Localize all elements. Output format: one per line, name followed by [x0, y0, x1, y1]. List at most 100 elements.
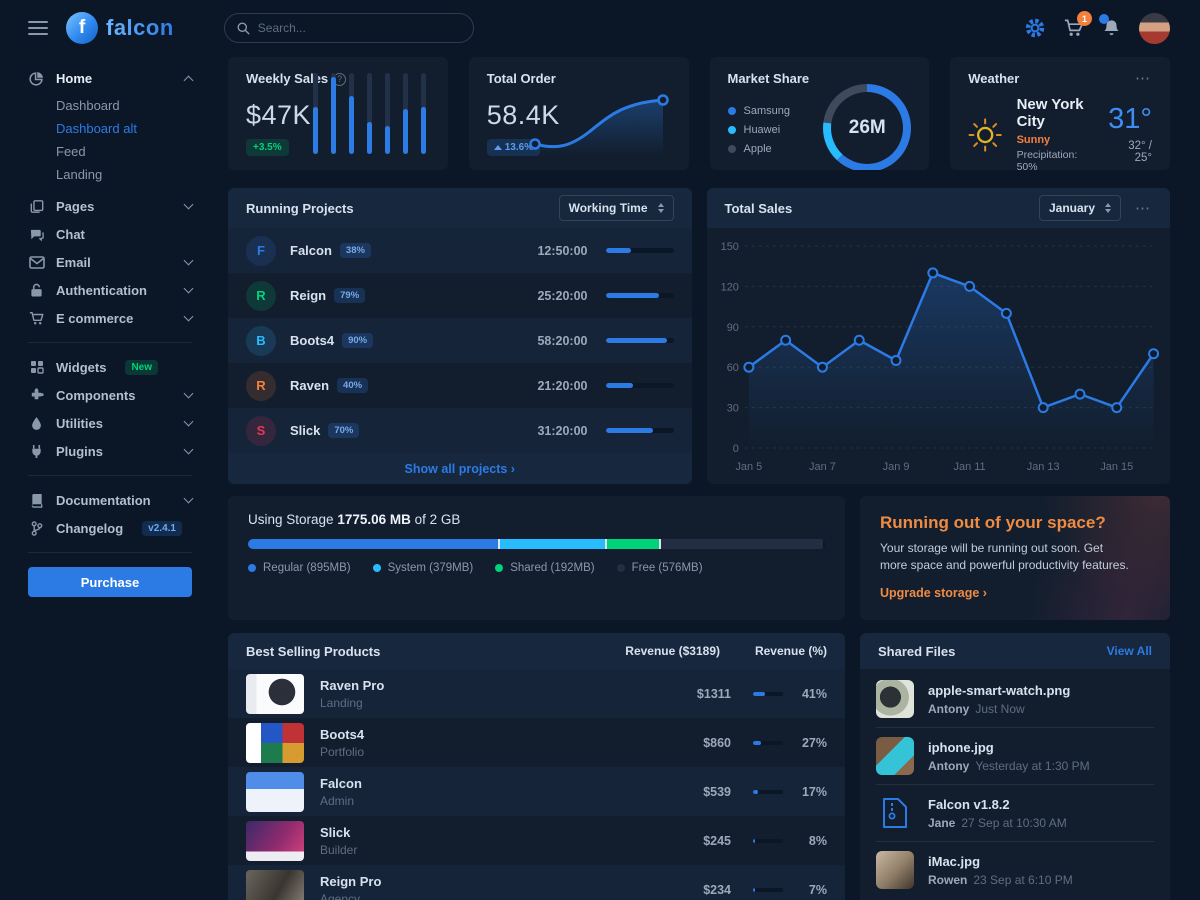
chart-pie-icon: [28, 71, 45, 86]
sidebar-item-components[interactable]: Components: [28, 381, 194, 409]
market-share-donut-chart: 26M: [823, 84, 912, 170]
sidebar-item-feed[interactable]: Feed: [56, 144, 86, 159]
sidebar-item-pages[interactable]: Pages: [28, 192, 194, 220]
chevron-up-icon: [183, 75, 194, 85]
sidebar-item-widgets[interactable]: Widgets New: [28, 353, 192, 381]
product-revenue-bar: [753, 691, 783, 696]
sidebar-divider: [28, 342, 192, 343]
top-navbar: f falcon 1: [0, 0, 1200, 56]
show-all-projects-link[interactable]: Show all projects ›: [228, 453, 692, 484]
view-all-link[interactable]: View All: [1106, 644, 1152, 658]
brand-wordmark: falcon: [106, 15, 174, 40]
sidebar-label: Home: [56, 70, 93, 86]
sidebar-item-plugins[interactable]: Plugins: [28, 437, 194, 465]
project-progress-bar: [605, 383, 674, 388]
cart-icon[interactable]: 1: [1063, 11, 1092, 38]
sidebar-item-changelog[interactable]: Changelog v2.4.1: [28, 514, 192, 542]
search-bar[interactable]: [223, 13, 474, 43]
project-row[interactable]: R Raven 40% 21:20:00: [228, 363, 692, 408]
select-updown-icon: [1105, 203, 1111, 213]
project-row[interactable]: S Slick 70% 31:20:00: [228, 408, 692, 453]
upgrade-storage-link[interactable]: Upgrade storage ›: [880, 585, 987, 600]
product-revenue-percent: 7%: [808, 882, 827, 897]
product-row[interactable]: Falcon Admin $539 17%: [228, 767, 845, 816]
weekly-sales-chart: [312, 73, 426, 154]
working-time-select[interactable]: Working Time: [558, 195, 674, 221]
project-row[interactable]: F Falcon 38% 12:50:00: [228, 228, 692, 273]
search-icon: [237, 22, 250, 34]
sidebar-item-email[interactable]: Email: [28, 248, 194, 276]
file-item[interactable]: Falcon v1.8.2 Jane 27 Sep at 10:30 AM: [876, 784, 1154, 841]
weather-precipitation: Precipitation: 50%: [1016, 149, 1078, 170]
shared-files-card: Shared Files View All apple-smart-watch.…: [860, 633, 1170, 900]
upgrade-body: Your storage will be running out soon. G…: [880, 541, 1129, 573]
storage-legend-shared: Shared (192MB): [495, 562, 595, 574]
sidebar-item-utilities[interactable]: Utilities: [28, 409, 194, 437]
card-title: Weekly Sales: [246, 71, 329, 86]
product-row[interactable]: Slick Builder $245 8%: [228, 816, 845, 865]
svg-text:Jan 7: Jan 7: [809, 461, 836, 473]
weather-card: Weather ⋯ New York City Sunny Precip: [950, 57, 1170, 170]
month-select[interactable]: January: [1038, 195, 1121, 221]
card-title: Market Share: [727, 71, 810, 86]
sidebar-item-ecommerce[interactable]: E commerce: [28, 304, 194, 332]
file-thumbnail: [876, 680, 914, 718]
more-menu-icon[interactable]: ⋯: [1135, 70, 1152, 87]
legend-dot: [248, 564, 256, 572]
file-item[interactable]: apple-smart-watch.png Antony Just Now: [860, 671, 1170, 727]
market-share-card: Market Share Samsung Huawei Apple 26M: [709, 57, 930, 170]
notifications-bell-icon[interactable]: [1099, 14, 1121, 38]
product-thumbnail: [246, 820, 304, 861]
column-header-revenue-pct: Revenue (%): [754, 644, 827, 658]
project-time: 12:50:00: [537, 243, 588, 258]
sidebar-item-dashboard-alt[interactable]: Dashboard alt: [56, 121, 137, 136]
file-item[interactable]: iMac.jpg Rowen 23 Sep at 6:10 PM: [876, 841, 1154, 898]
legend-item-samsung: Samsung: [727, 105, 790, 117]
chevron-down-icon: [183, 311, 194, 322]
product-row[interactable]: Raven Pro Landing $1311 41%: [228, 669, 845, 718]
product-row[interactable]: Reign Pro Agency $234 7%: [228, 865, 845, 900]
new-badge: New: [125, 359, 159, 375]
product-revenue: $860: [703, 735, 731, 750]
storage-legend-regular: Regular (895MB): [248, 562, 351, 574]
weekly-sales-value: $47K: [246, 100, 312, 130]
project-avatar: R: [246, 370, 276, 401]
total-order-value: 58.4K: [486, 100, 560, 130]
sidebar-item-documentation[interactable]: Documentation: [28, 486, 194, 514]
file-thumbnail: [876, 737, 914, 775]
project-row[interactable]: R Reign 79% 25:20:00: [228, 273, 692, 318]
search-input[interactable]: [257, 21, 461, 35]
zip-file-icon: [876, 794, 914, 832]
hamburger-menu-icon[interactable]: [28, 17, 48, 39]
purchase-button[interactable]: Purchase: [28, 567, 192, 597]
plug-icon: [28, 444, 45, 459]
version-badge: v2.4.1: [142, 520, 182, 536]
sidebar-item-landing[interactable]: Landing: [56, 167, 103, 182]
settings-gear-icon[interactable]: [1025, 18, 1045, 38]
svg-text:Jan 11: Jan 11: [953, 461, 985, 473]
product-row[interactable]: Boots4 Portfolio $860 27%: [228, 718, 845, 767]
project-progress-bar: [605, 248, 674, 253]
legend-item-huawei: Huawei: [727, 124, 790, 136]
product-revenue-percent: 27%: [801, 735, 827, 750]
user-avatar[interactable]: [1139, 12, 1170, 44]
sidebar-item-home[interactable]: Home: [28, 64, 194, 92]
file-item[interactable]: iphone.jpg Antony Yesterday at 1:30 PM: [876, 727, 1154, 784]
upgrade-storage-card: Running out of your space? Your storage …: [860, 496, 1170, 620]
sidebar-item-dashboard[interactable]: Dashboard: [56, 98, 120, 113]
product-revenue-percent: 41%: [801, 686, 827, 701]
donut-center-value: 26M: [848, 117, 886, 138]
falcon-logo[interactable]: f falcon: [66, 12, 174, 44]
chevron-down-icon: [183, 444, 194, 455]
project-avatar: S: [246, 415, 276, 446]
sidebar-item-chat[interactable]: Chat: [28, 220, 192, 248]
upgrade-title: Running out of your space?: [880, 513, 1106, 532]
project-time: 31:20:00: [537, 423, 588, 438]
sidebar-divider: [28, 552, 192, 553]
sidebar-item-authentication[interactable]: Authentication: [28, 276, 194, 304]
legend-dot: [495, 564, 504, 572]
more-menu-icon[interactable]: ⋯: [1135, 199, 1152, 217]
project-row[interactable]: B Boots4 90% 58:20:00: [228, 318, 692, 363]
svg-text:Jan 13: Jan 13: [1026, 461, 1059, 473]
project-time: 21:20:00: [537, 378, 588, 393]
